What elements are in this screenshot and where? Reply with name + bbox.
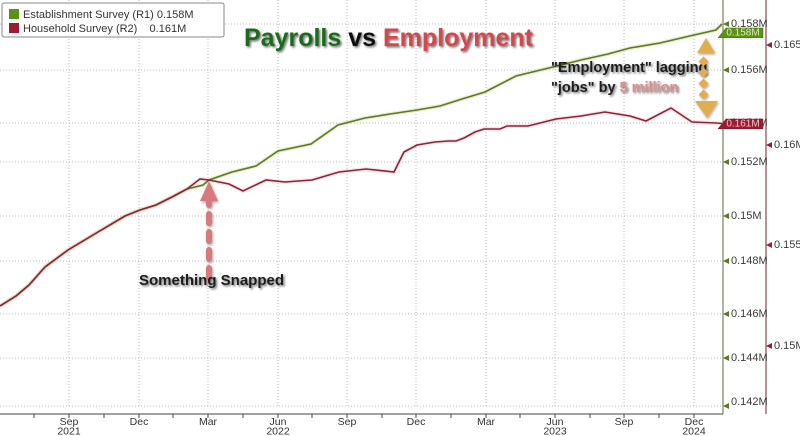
svg-text:Sep: Sep	[338, 416, 357, 428]
svg-text:0.146M: 0.146M	[731, 308, 768, 320]
svg-text:Dec: Dec	[130, 416, 149, 428]
svg-text:Payrolls vs Employment: Payrolls vs Employment	[244, 24, 534, 52]
svg-text:"Employment" lagging: "Employment" lagging	[551, 60, 707, 76]
svg-text:2023: 2023	[543, 426, 567, 436]
svg-text:0.144M: 0.144M	[731, 352, 768, 364]
svg-text:0.152M: 0.152M	[731, 156, 768, 168]
svg-text:2021: 2021	[57, 426, 81, 436]
svg-text:2022: 2022	[266, 426, 290, 436]
svg-text:0.155M: 0.155M	[774, 239, 800, 251]
svg-text:2024: 2024	[682, 426, 706, 436]
svg-text:0.15M: 0.15M	[731, 210, 762, 222]
svg-text:"jobs" by 5 million: "jobs" by 5 million	[551, 80, 678, 96]
svg-text:Mar: Mar	[199, 416, 218, 428]
svg-text:0.165M: 0.165M	[774, 39, 800, 51]
svg-text:Establishment Survey (R1) 0.15: Establishment Survey (R1) 0.158M	[23, 9, 194, 21]
svg-text:Dec: Dec	[407, 416, 426, 428]
svg-text:0.15M: 0.15M	[774, 340, 800, 352]
svg-text:0.158M: 0.158M	[726, 28, 759, 39]
svg-text:0.156M: 0.156M	[731, 64, 768, 76]
svg-text:Sep: Sep	[615, 416, 634, 428]
svg-text:Mar: Mar	[477, 416, 496, 428]
svg-text:0.148M: 0.148M	[731, 255, 768, 267]
svg-text:0.16M: 0.16M	[774, 139, 800, 151]
svg-text:0.142M: 0.142M	[731, 396, 768, 408]
svg-text:0.161M: 0.161M	[726, 119, 759, 130]
svg-text:Household Survey (R2) 0.161: Household Survey (R2) 0.161M	[23, 23, 186, 35]
svg-text:Something Snapped: Something Snapped	[139, 272, 284, 289]
